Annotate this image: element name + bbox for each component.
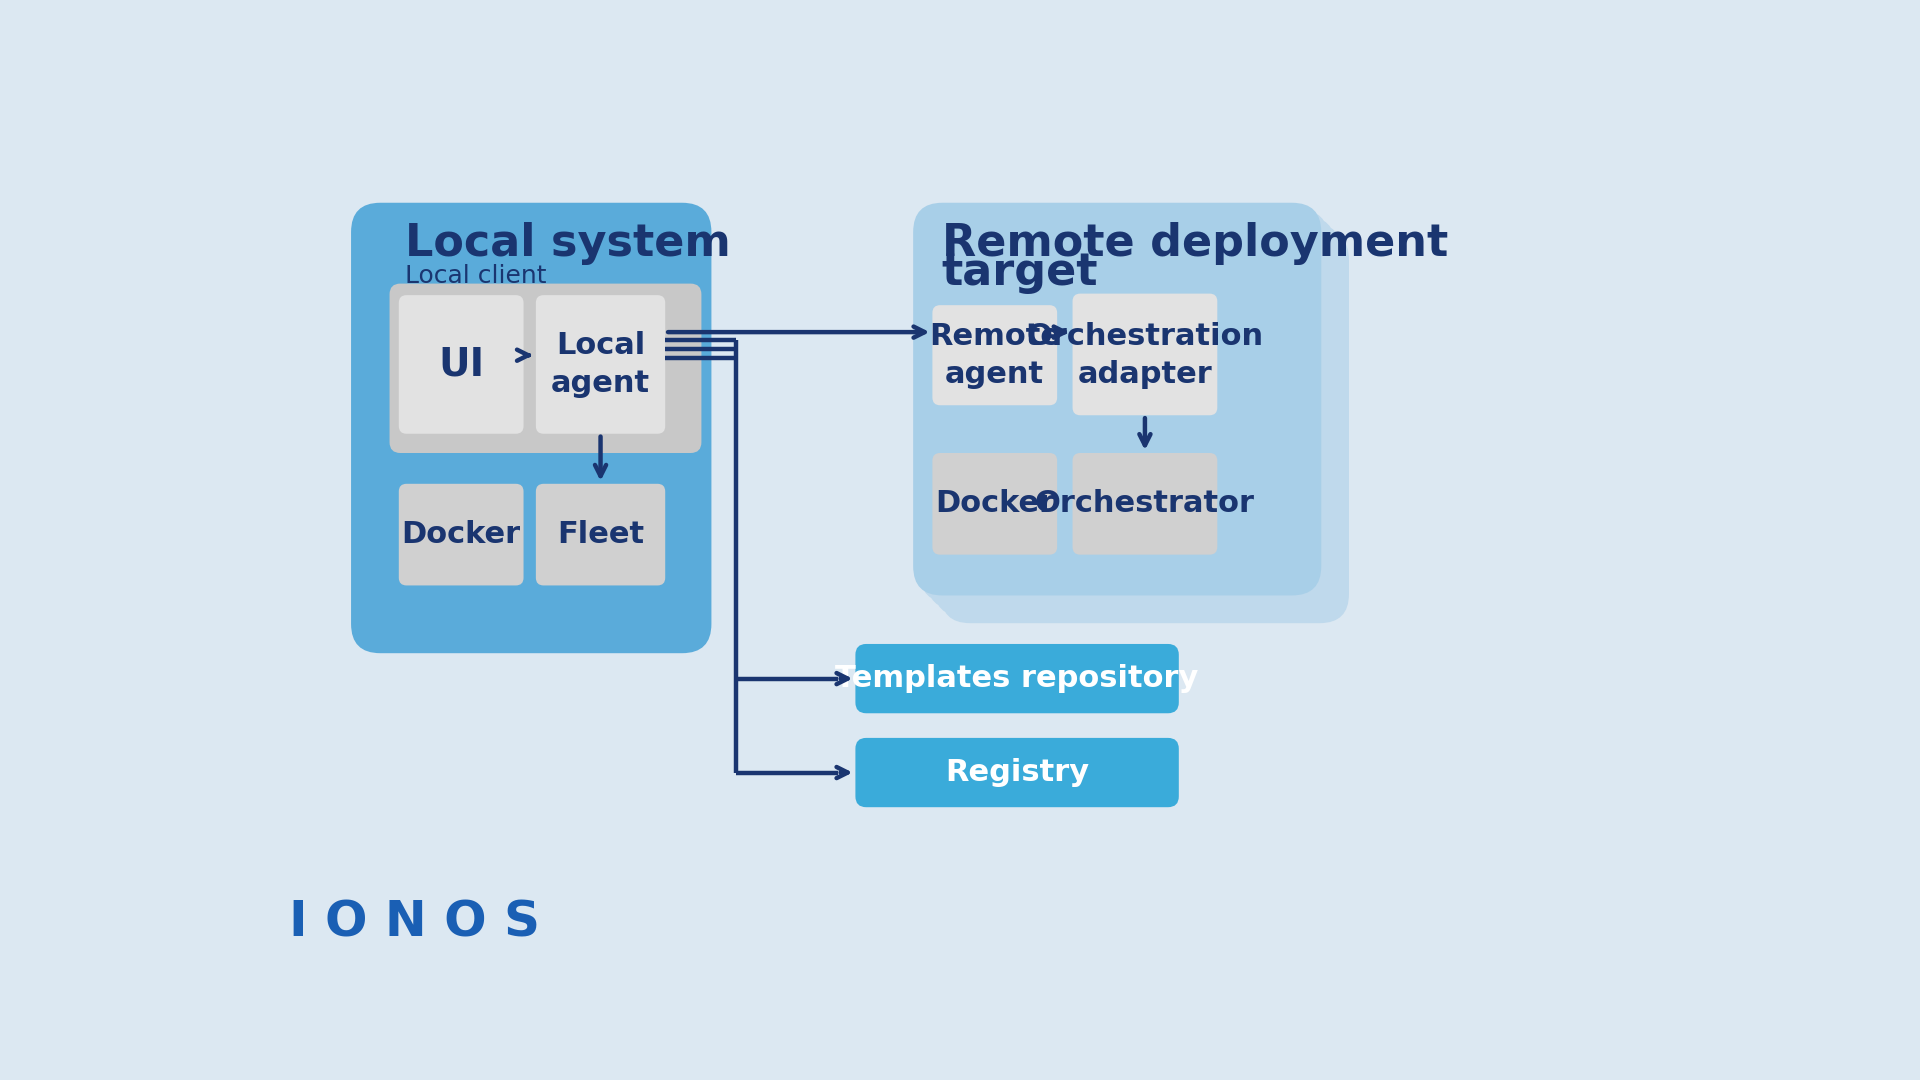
FancyBboxPatch shape: [856, 644, 1179, 713]
Text: Docker: Docker: [401, 521, 520, 549]
FancyBboxPatch shape: [933, 224, 1342, 617]
Text: Templates repository: Templates repository: [835, 664, 1198, 693]
Text: Registry: Registry: [945, 758, 1089, 787]
Text: Orchestration
adapter: Orchestration adapter: [1027, 322, 1263, 389]
Text: Local system: Local system: [405, 222, 732, 265]
FancyBboxPatch shape: [927, 217, 1334, 609]
FancyBboxPatch shape: [536, 295, 664, 434]
FancyBboxPatch shape: [399, 295, 524, 434]
Text: Local client: Local client: [405, 264, 547, 288]
Text: Orchestrator: Orchestrator: [1035, 489, 1256, 518]
Text: Fleet: Fleet: [557, 521, 643, 549]
FancyBboxPatch shape: [914, 203, 1321, 595]
Text: Local
agent: Local agent: [551, 330, 651, 399]
Text: Remote
agent: Remote agent: [929, 322, 1060, 389]
Text: target: target: [941, 251, 1098, 294]
FancyBboxPatch shape: [536, 484, 664, 585]
FancyBboxPatch shape: [933, 453, 1058, 555]
FancyBboxPatch shape: [856, 738, 1179, 807]
FancyBboxPatch shape: [390, 284, 701, 453]
FancyBboxPatch shape: [1073, 453, 1217, 555]
Text: Remote deployment: Remote deployment: [941, 222, 1448, 265]
FancyBboxPatch shape: [941, 230, 1350, 623]
Text: Docker: Docker: [935, 489, 1054, 518]
FancyBboxPatch shape: [933, 306, 1058, 405]
FancyBboxPatch shape: [920, 210, 1329, 603]
FancyBboxPatch shape: [351, 203, 712, 653]
FancyBboxPatch shape: [399, 484, 524, 585]
FancyBboxPatch shape: [1073, 294, 1217, 416]
Text: I O N O S: I O N O S: [290, 899, 540, 947]
Text: UI: UI: [438, 346, 484, 383]
